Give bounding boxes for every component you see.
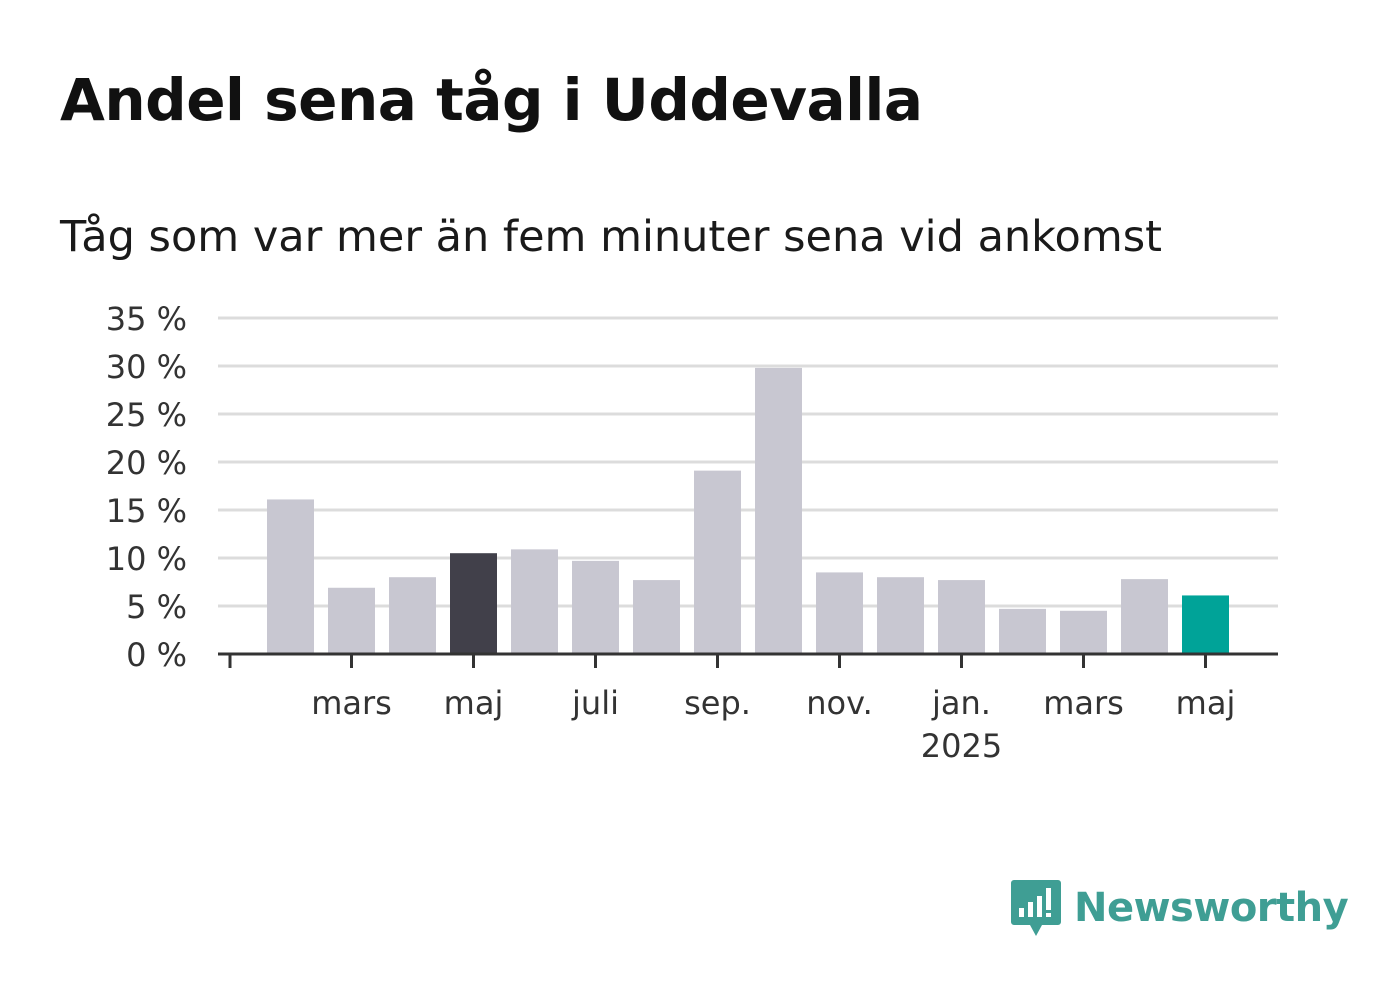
newsworthy-logo: Newsworthy xyxy=(1010,878,1349,938)
bar-2025-01 xyxy=(938,580,985,654)
bar-2024-07 xyxy=(572,560,619,654)
bar-2024-05 xyxy=(450,553,497,654)
bar-2024-11 xyxy=(816,572,863,654)
bar-2024-04 xyxy=(389,577,436,654)
y-tick-label: 15 % xyxy=(106,492,187,530)
bar-chart-speech-bubble-icon xyxy=(1011,880,1061,936)
y-tick-label: 20 % xyxy=(106,444,187,482)
x-tick-label: juli xyxy=(571,684,619,722)
y-tick-label: 10 % xyxy=(106,540,187,578)
x-tick-label: sep. xyxy=(684,684,751,722)
bar-2024-03 xyxy=(328,587,375,654)
brand-name: Newsworthy xyxy=(1074,885,1349,931)
x-tick-label: jan. xyxy=(931,684,991,722)
bar-2024-12 xyxy=(877,577,924,654)
bar-2025-05 xyxy=(1182,595,1229,654)
bar-2024-10 xyxy=(755,367,802,654)
y-tick-label: 25 % xyxy=(106,396,187,434)
y-tick-label: 5 % xyxy=(126,588,187,626)
y-tick-label: 30 % xyxy=(106,348,187,386)
x-tick-label: mars xyxy=(1043,684,1124,722)
x-tick-label: maj xyxy=(444,684,504,722)
y-tick-label: 0 % xyxy=(126,636,187,674)
x-tick-label: mars xyxy=(311,684,392,722)
x-tick-year-label: 2025 xyxy=(921,727,1002,765)
bar-2025-02 xyxy=(999,608,1046,654)
bar-2024-02 xyxy=(267,499,314,654)
x-tick-label: nov. xyxy=(806,684,872,722)
bar-2024-09 xyxy=(694,470,741,654)
bar-2024-08 xyxy=(633,580,680,654)
y-tick-label: 35 % xyxy=(106,300,187,338)
bar-2025-04 xyxy=(1121,579,1168,654)
bar-2025-03 xyxy=(1060,610,1107,654)
chart-subtitle: Tåg som var mer än fem minuter sena vid … xyxy=(60,212,1163,262)
bar-2024-06 xyxy=(511,549,558,654)
chart-title: Andel sena tåg i Uddevalla xyxy=(60,66,923,134)
x-tick-label: maj xyxy=(1176,684,1236,722)
